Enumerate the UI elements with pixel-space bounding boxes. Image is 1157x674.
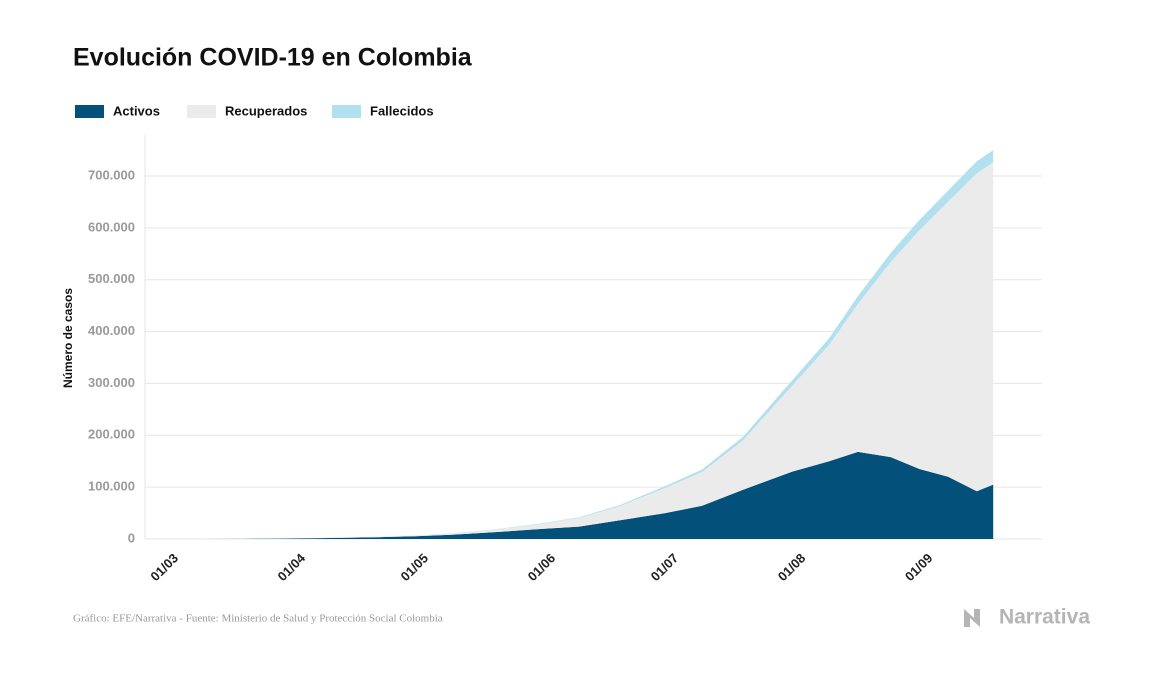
x-tick-label: 01/08	[775, 550, 809, 584]
chart-title: Evolución COVID-19 en Colombia	[73, 44, 473, 72]
y-tick-label: 400.000	[88, 323, 135, 338]
y-tick-label: 300.000	[88, 375, 135, 390]
y-tick-label: 200.000	[88, 427, 135, 442]
y-tick-label: 500.000	[88, 271, 135, 286]
legend-label: Activos	[113, 103, 160, 118]
y-tick-label: 600.000	[88, 219, 135, 234]
y-tick-label: 0	[128, 530, 135, 545]
legend-label: Fallecidos	[370, 103, 434, 118]
x-tick-label: 01/05	[398, 550, 432, 584]
x-tick-label: 01/04	[275, 550, 309, 584]
y-tick-label: 700.000	[88, 167, 135, 182]
area-1	[165, 162, 994, 539]
y-tick-label: 100.000	[88, 479, 135, 494]
y-axis-label: Número de casos	[61, 288, 75, 388]
x-tick-label: 01/03	[147, 550, 181, 584]
legend-swatch	[187, 105, 216, 118]
legend-swatch	[332, 105, 361, 118]
x-tick-label: 01/06	[525, 550, 559, 584]
legend-label: Recuperados	[225, 103, 307, 118]
area-2	[165, 150, 994, 539]
legend-swatch	[75, 105, 104, 118]
source: Gráfico: EFE/Narrativa - Fuente: Ministe…	[73, 613, 443, 625]
logo: Narrativa	[999, 606, 1090, 629]
x-tick-label: 01/09	[902, 550, 936, 584]
area-0	[165, 451, 994, 539]
x-tick-label: 01/07	[648, 550, 682, 584]
logo-icon	[964, 609, 980, 627]
